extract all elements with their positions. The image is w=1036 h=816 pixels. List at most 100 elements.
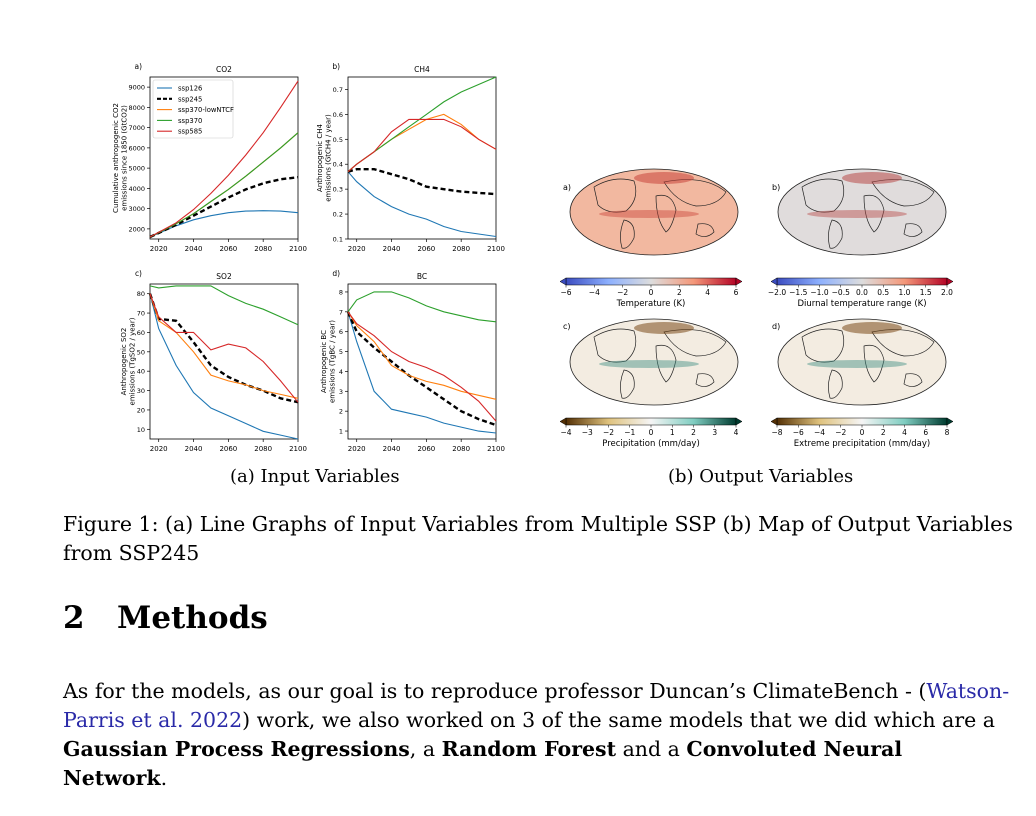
x-tick-label: 2040 — [383, 445, 401, 453]
x-tick-label: 2080 — [452, 245, 470, 253]
para-text-3: , a — [409, 737, 442, 761]
continent-north-america — [801, 178, 845, 213]
map-letter: b) — [772, 183, 780, 192]
y-tick-label: 6 — [339, 328, 343, 336]
y-tick-label: 9000 — [128, 84, 145, 92]
colorbar-tick-label: −3 — [582, 428, 593, 437]
series-ssp585 — [149, 80, 299, 238]
colorbar-tick-label: −2 — [617, 288, 628, 297]
y-tick-label: 8000 — [128, 104, 145, 112]
panel-letter: b) — [332, 62, 340, 71]
chart-title: BC — [417, 272, 427, 281]
axes-frame — [347, 283, 497, 440]
y-tick-label: 50 — [137, 348, 145, 356]
map-letter: a) — [563, 183, 571, 192]
y-axis-label: Anthropogenic SO2emissions (TgSO2 / year… — [120, 317, 137, 405]
x-tick-label: 2100 — [289, 445, 307, 453]
continent-north-america — [593, 178, 637, 213]
map-anomaly-tropics — [807, 210, 907, 218]
x-tick-label: 2100 — [289, 245, 307, 253]
section-number: 2 — [63, 600, 85, 636]
y-tick-label: 30 — [137, 387, 145, 395]
y-axis-label-line: emissions (TgBC / year) — [329, 320, 337, 403]
continent-africa — [655, 194, 677, 233]
series-ssp585 — [347, 311, 497, 422]
colorbar — [776, 277, 948, 286]
colorbar-tick-label: −1.0 — [810, 288, 828, 297]
y-tick-label: 5 — [339, 348, 343, 356]
y-tick-label: 2 — [339, 408, 343, 416]
continent-australia — [695, 373, 715, 387]
series-ssp370 — [347, 76, 497, 173]
colorbar-tick-label: 6 — [923, 428, 928, 437]
colorbar-tick-label: −1.5 — [789, 288, 807, 297]
colorbar-tick-label: 0.0 — [856, 288, 868, 297]
series-ssp370 — [347, 291, 497, 323]
colorbar-tick-label: −4 — [560, 428, 571, 437]
map-letter: d) — [772, 322, 780, 331]
colorbar-label: Temperature (K) — [616, 299, 686, 309]
colorbar-tick-label: −2.0 — [768, 288, 786, 297]
colorbar-tick-label: 0 — [649, 288, 654, 297]
x-tick-label: 2100 — [487, 245, 505, 253]
x-tick-label: 2040 — [383, 245, 401, 253]
colorbar-tick-label: 2.0 — [941, 288, 953, 297]
y-axis-label-line: emissions since 1850 (GtCO2) — [121, 105, 129, 211]
output-map-2: b) −2.0 −1.5 −1.0 −0.5 0.0 0.5 1.0 1.5 2.0 Diurnal… — [768, 168, 954, 309]
citation-link[interactable]: Watson-Parris et al. 2022 — [63, 679, 1010, 732]
series-ssp245 — [148, 293, 299, 404]
colorbar-tick-label: −4 — [814, 428, 825, 437]
series-ssp370-lowNTCF — [149, 132, 299, 238]
subcaption-input-variables: (a) Input Variables — [230, 466, 400, 487]
chart-title: SO2 — [216, 272, 232, 281]
map-anomaly-north — [842, 172, 902, 184]
y-tick-label: 0.5 — [333, 136, 343, 144]
legend-label-ssp370: ssp370 — [178, 117, 202, 125]
colorbar — [565, 417, 737, 426]
output-map-3: c) −4 −3 −2 −1 0 1 2 3 4 Precipitation (mm/day) — [559, 318, 743, 449]
colorbar-label: Diurnal temperature range (K) — [797, 299, 926, 309]
colorbar-tick-label: 1.5 — [920, 288, 932, 297]
colorbar-tick-label: 4 — [902, 428, 907, 437]
legend-label-ssp585: ssp585 — [178, 128, 202, 136]
x-tick-label: 2020 — [348, 445, 366, 453]
panel-letter: c) — [135, 269, 142, 278]
x-tick-label: 2040 — [185, 245, 203, 253]
colorbar-label: Precipitation (mm/day) — [602, 439, 700, 449]
legend-label-ssp126: ssp126 — [178, 85, 202, 93]
colorbar-tick-label: −8 — [771, 428, 782, 437]
continent-eurasia — [663, 179, 727, 207]
colorbar-tick-label: 2 — [881, 428, 886, 437]
x-tick-label: 2060 — [219, 445, 237, 453]
series-ssp245 — [149, 176, 299, 239]
y-axis-label-line: Anthropogenic CH4 — [316, 123, 324, 191]
subcaption-output-variables: (b) Output Variables — [668, 466, 854, 487]
y-tick-label: 3000 — [128, 205, 145, 213]
model-cnn: Convoluted Neural Network — [63, 737, 903, 790]
y-tick-label: 4 — [339, 368, 343, 376]
colorbar-extend-high — [946, 277, 954, 286]
x-tick-label: 2080 — [254, 245, 272, 253]
continent-eurasia — [871, 329, 935, 357]
colorbar-extend-high — [735, 417, 743, 426]
y-tick-label: 80 — [137, 290, 145, 298]
continent-south-america — [828, 369, 843, 399]
chart-co2: CO2 a) 2020 2040 2060 2080 2100 2000 3000 4000 500… — [112, 62, 307, 253]
x-tick-label: 2040 — [185, 445, 203, 453]
colorbar-tick-label: 2 — [691, 428, 696, 437]
y-axis-label: Anthropogenic BCemissions (TgBC / year) — [320, 320, 337, 403]
colorbar-tick-label: 1.0 — [899, 288, 911, 297]
y-tick-label: 2000 — [128, 225, 145, 233]
y-tick-label: 20 — [137, 406, 145, 414]
panel-letter: a) — [134, 62, 142, 71]
colorbar-tick-label: 4 — [734, 428, 739, 437]
colorbar-extend-low — [559, 277, 567, 286]
y-tick-label: 4000 — [128, 185, 145, 193]
x-tick-label: 2060 — [219, 245, 237, 253]
chart-title: CH4 — [414, 65, 430, 74]
colorbar-tick-label: 3 — [712, 428, 717, 437]
map-anomaly-north — [634, 322, 694, 334]
colorbar — [565, 277, 737, 286]
series-ssp370-lowNTCF — [149, 293, 299, 399]
